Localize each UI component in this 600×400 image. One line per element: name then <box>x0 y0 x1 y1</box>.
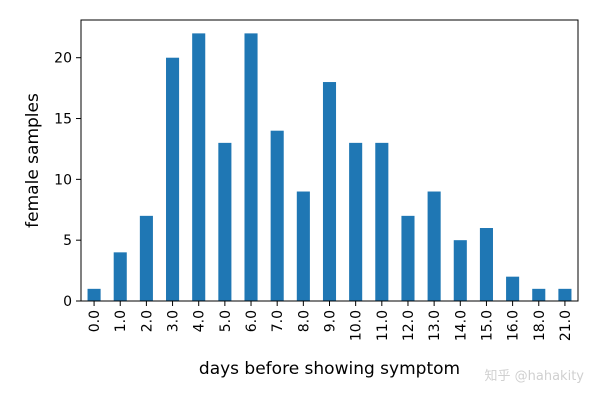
bar-9.0 <box>322 82 337 301</box>
x-axis-label: days before showing symptom <box>199 359 460 379</box>
x-tick-label: 1.0 <box>113 310 129 332</box>
y-axis-label: female samples <box>23 93 43 228</box>
x-axis-ticks: 0.0 1.0 2.0 3.0 4.0 5.0 6.0 7.0 8.0 9.0 10.0 11.0 12… <box>87 301 574 341</box>
bar-6.0 <box>244 33 258 301</box>
bar-13.0 <box>427 191 441 301</box>
x-tick-label: 0.0 <box>87 310 103 332</box>
bar-1.0 <box>113 252 127 301</box>
bar-5.0 <box>218 142 232 301</box>
x-tick-label: 4.0 <box>192 310 208 332</box>
y-tick-label: 15 <box>54 112 72 128</box>
x-tick-label: 21.0 <box>558 310 574 341</box>
bar-2.0 <box>139 215 153 301</box>
x-tick-label: 10.0 <box>349 310 365 341</box>
x-tick-label: 8.0 <box>296 310 312 332</box>
bars-layer <box>87 33 572 301</box>
bar-14.0 <box>453 240 467 301</box>
bar-3.0 <box>166 57 180 301</box>
x-tick-label: 2.0 <box>139 310 155 332</box>
x-tick-label: 13.0 <box>427 310 443 341</box>
bar-12.0 <box>401 215 415 301</box>
x-tick-label: 11.0 <box>375 310 391 341</box>
y-tick-label: 0 <box>63 294 72 310</box>
bar-15.0 <box>479 228 493 301</box>
x-tick-label: 12.0 <box>401 310 417 341</box>
bar-0.0 <box>87 288 101 301</box>
x-tick-label: 15.0 <box>479 310 495 341</box>
y-tick-label: 10 <box>54 172 72 188</box>
y-axis-ticks: 0 5 10 15 20 <box>54 51 81 310</box>
x-tick-label: 14.0 <box>453 310 469 341</box>
bar-10.0 <box>349 142 363 301</box>
plot-frame <box>80 19 579 302</box>
x-tick-label: 6.0 <box>244 310 260 332</box>
x-tick-label: 7.0 <box>270 310 286 332</box>
bar-4.0 <box>192 33 206 301</box>
x-tick-label: 3.0 <box>166 310 182 332</box>
x-tick-label: 18.0 <box>532 310 548 341</box>
x-tick-label: 5.0 <box>218 310 234 332</box>
y-tick-label: 20 <box>54 51 72 67</box>
bar-21.0 <box>558 288 572 301</box>
x-tick-label: 9.0 <box>323 310 339 332</box>
bar-7.0 <box>270 130 284 301</box>
bar-11.0 <box>375 142 389 301</box>
y-tick-label: 5 <box>63 233 72 249</box>
watermark: 知乎 @hahakity <box>484 369 584 384</box>
bar-18.0 <box>532 288 546 301</box>
bar-8.0 <box>296 191 310 301</box>
bar-16.0 <box>506 276 520 301</box>
x-tick-label: 16.0 <box>506 310 522 341</box>
